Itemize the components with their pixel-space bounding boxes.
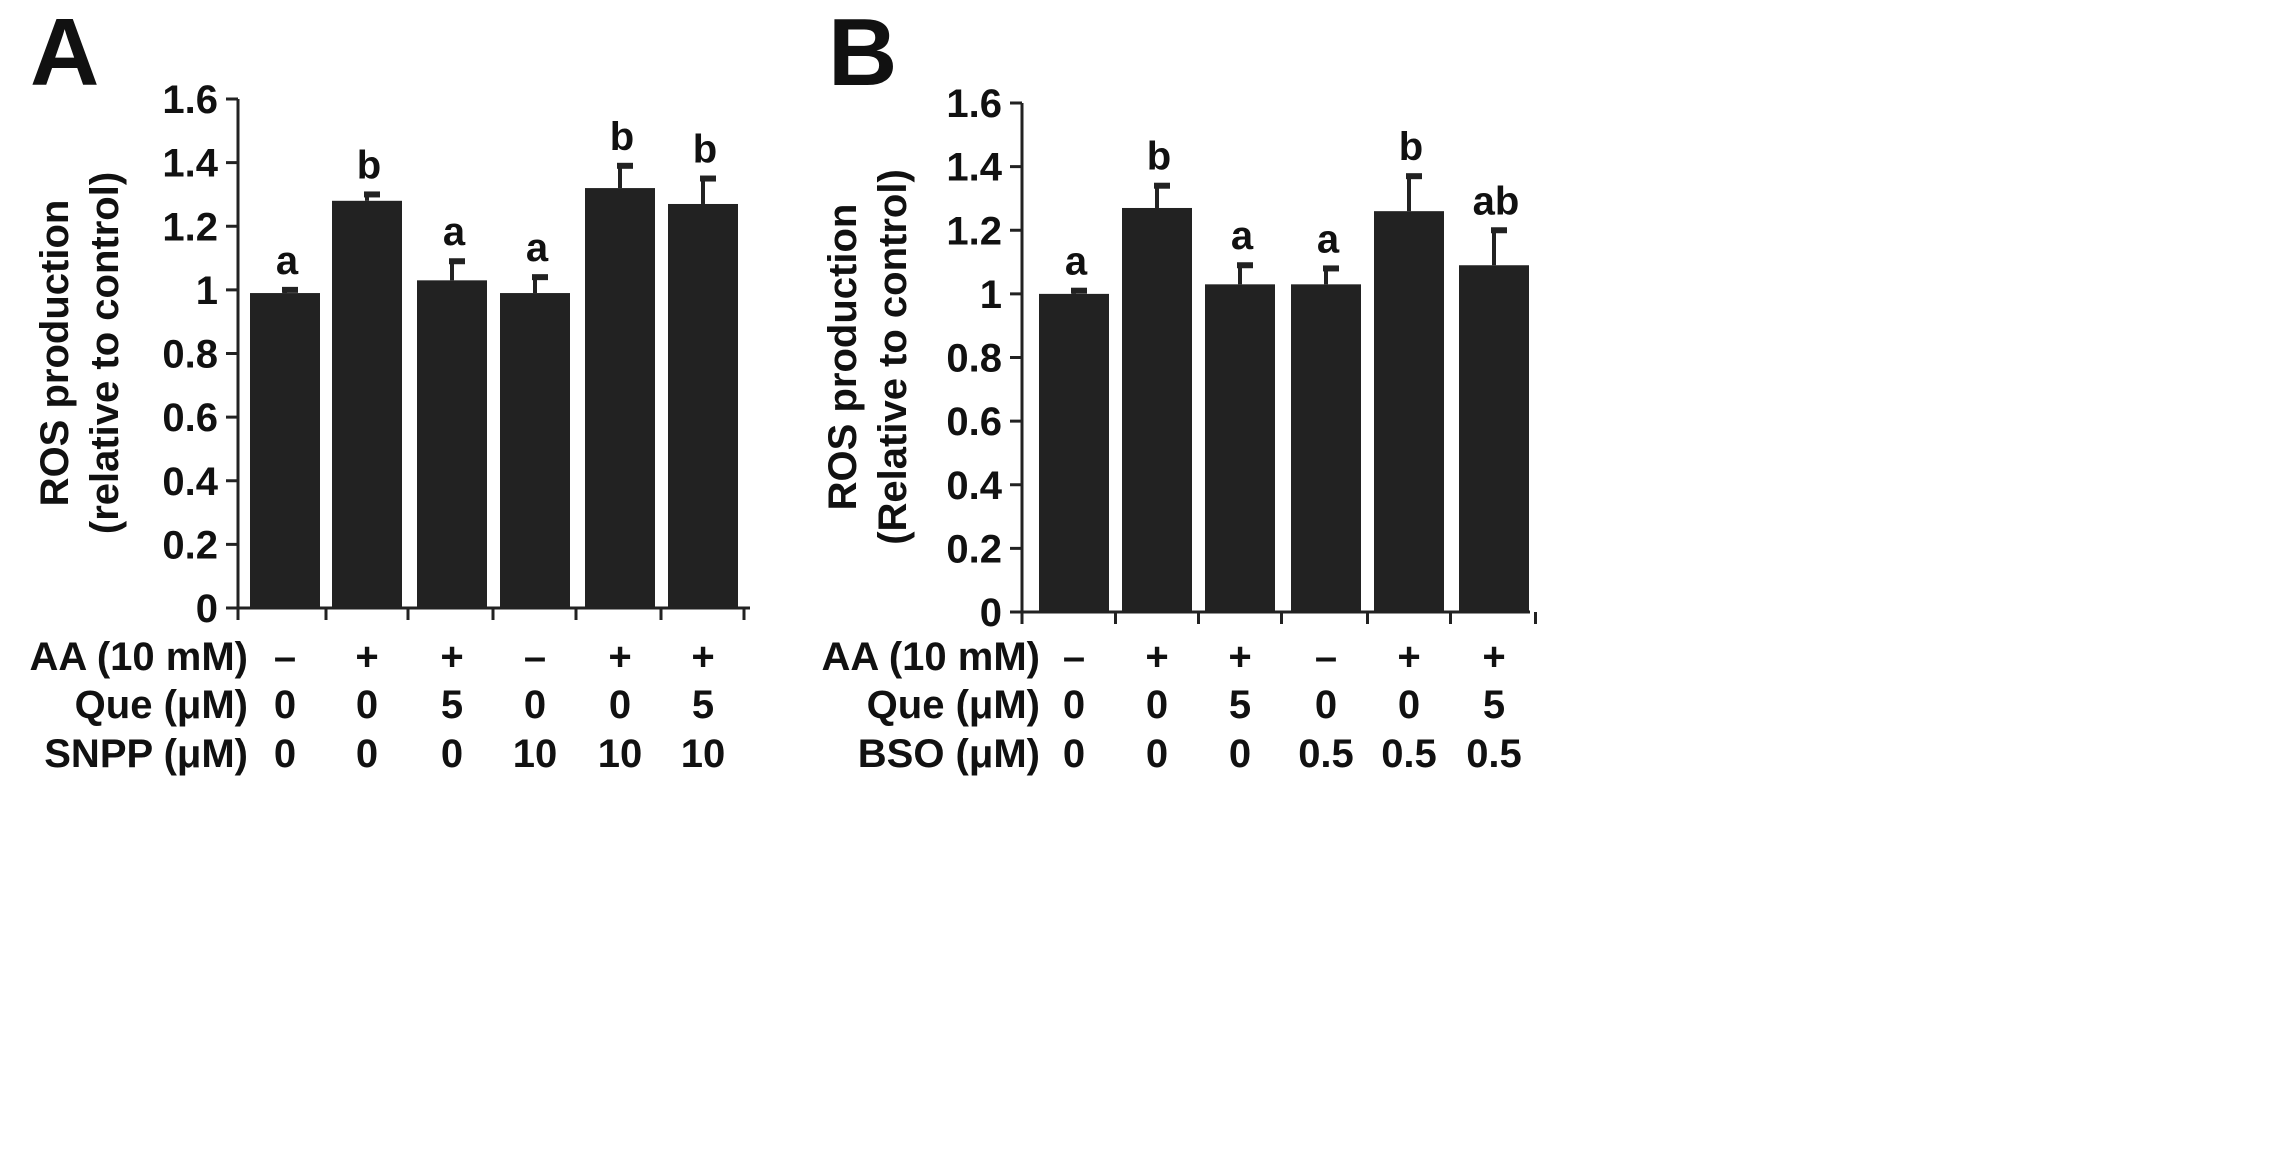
treatment-value: 0.5 — [1298, 732, 1354, 776]
y-tick-label: 1.6 — [946, 82, 1002, 126]
y-tick-label: 0.6 — [946, 400, 1002, 444]
treatment-value: 0.5 — [1466, 732, 1522, 776]
significance-letter: ab — [1473, 179, 1520, 223]
treatment-value: 10 — [598, 732, 643, 776]
treatment-value: – — [524, 635, 546, 679]
bar — [1459, 265, 1529, 612]
y-tick-label: 1 — [980, 273, 1002, 317]
y-tick-label: 1.4 — [946, 146, 1002, 190]
y-tick-label: 0 — [980, 591, 1002, 635]
treatment-value: 5 — [692, 683, 714, 727]
y-tick-label: 1.4 — [162, 142, 218, 186]
treatment-value: – — [1063, 635, 1085, 679]
bar — [1291, 284, 1361, 612]
treatment-value: + — [440, 635, 463, 679]
significance-letter: b — [357, 143, 381, 187]
y-axis-label: ROS production — [821, 204, 865, 511]
treatment-value: 0 — [609, 683, 631, 727]
bar — [1374, 211, 1444, 612]
significance-letter: b — [1399, 125, 1423, 169]
treatment-value: 0 — [1398, 683, 1420, 727]
significance-letter: a — [1231, 214, 1254, 258]
treatment-row-label: BSO (μM) — [858, 732, 1040, 776]
y-tick-label: 1.2 — [946, 209, 1002, 253]
panel-label: A — [30, 0, 99, 106]
treatment-value: – — [1315, 635, 1337, 679]
treatment-row-label: Que (μM) — [75, 683, 248, 727]
treatment-value: 5 — [441, 683, 463, 727]
treatment-value: + — [691, 635, 714, 679]
bar — [250, 293, 320, 608]
panel-b: B ROS production (Relative to control) 0 0.2… — [821, 0, 1537, 776]
y-tick-label: 0.2 — [162, 523, 218, 567]
treatment-value: 10 — [681, 732, 726, 776]
y-tick-label: 0.6 — [162, 396, 218, 440]
bar — [332, 200, 402, 609]
significance-letter: a — [276, 239, 299, 283]
panel-label: B — [828, 0, 897, 106]
treatment-value: 0 — [1229, 732, 1251, 776]
treatment-value: 0 — [356, 683, 378, 727]
treatment-value: 0 — [274, 732, 296, 776]
treatment-row-label: AA (10 mM) — [29, 635, 248, 679]
treatment-value: 0 — [441, 732, 463, 776]
significance-letter: a — [443, 210, 466, 254]
treatment-value: 0 — [1146, 732, 1168, 776]
bar — [500, 293, 570, 608]
y-tick-label: 0.8 — [946, 337, 1002, 381]
y-tick-label: 0.4 — [946, 464, 1002, 508]
treatment-value: + — [1145, 635, 1168, 679]
y-tick-label: 1.2 — [162, 205, 218, 249]
bar — [1205, 284, 1275, 612]
treatment-value: 10 — [513, 732, 558, 776]
treatment-value: 0 — [1315, 683, 1337, 727]
treatment-value: + — [355, 635, 378, 679]
y-axis-label: (Relative to control) — [871, 169, 915, 545]
significance-letter: a — [526, 226, 549, 270]
treatment-value: + — [1397, 635, 1420, 679]
treatment-value: 5 — [1229, 683, 1251, 727]
panel-a: A ROS production (relative to control) 0 0.2… — [29, 0, 750, 776]
treatment-value: 0 — [1063, 683, 1085, 727]
y-tick-label: 1.6 — [162, 78, 218, 122]
treatment-value: 0 — [524, 683, 546, 727]
y-axis-label: ROS production — [33, 200, 77, 507]
bar — [668, 203, 738, 608]
significance-letter: b — [1147, 135, 1171, 179]
treatment-value: 0 — [356, 732, 378, 776]
treatment-value: + — [1228, 635, 1251, 679]
significance-letter: a — [1065, 240, 1088, 284]
treatment-value: 0 — [274, 683, 296, 727]
treatment-value: 0.5 — [1381, 732, 1437, 776]
bar — [1039, 293, 1109, 612]
significance-letter: b — [610, 115, 634, 159]
bar — [585, 188, 655, 608]
treatment-row-label: SNPP (μM) — [44, 732, 248, 776]
y-tick-label: 0.4 — [162, 460, 218, 504]
y-tick-label: 0 — [196, 587, 218, 631]
treatment-value: 0 — [1146, 683, 1168, 727]
y-tick-label: 0.8 — [162, 333, 218, 377]
treatment-value: 0 — [1063, 732, 1085, 776]
y-tick-label: 1 — [196, 269, 218, 313]
treatment-value: + — [608, 635, 631, 679]
y-tick-label: 0.2 — [946, 527, 1002, 571]
y-axis-label: (relative to control) — [83, 172, 127, 534]
significance-letter: a — [1317, 217, 1340, 261]
bar — [1122, 207, 1192, 612]
treatment-row-label: AA (10 mM) — [821, 635, 1040, 679]
bar — [417, 280, 487, 608]
treatment-value: + — [1482, 635, 1505, 679]
significance-letter: b — [693, 128, 717, 172]
treatment-value: – — [274, 635, 296, 679]
treatment-value: 5 — [1483, 683, 1505, 727]
treatment-row-label: Que (μM) — [867, 683, 1040, 727]
